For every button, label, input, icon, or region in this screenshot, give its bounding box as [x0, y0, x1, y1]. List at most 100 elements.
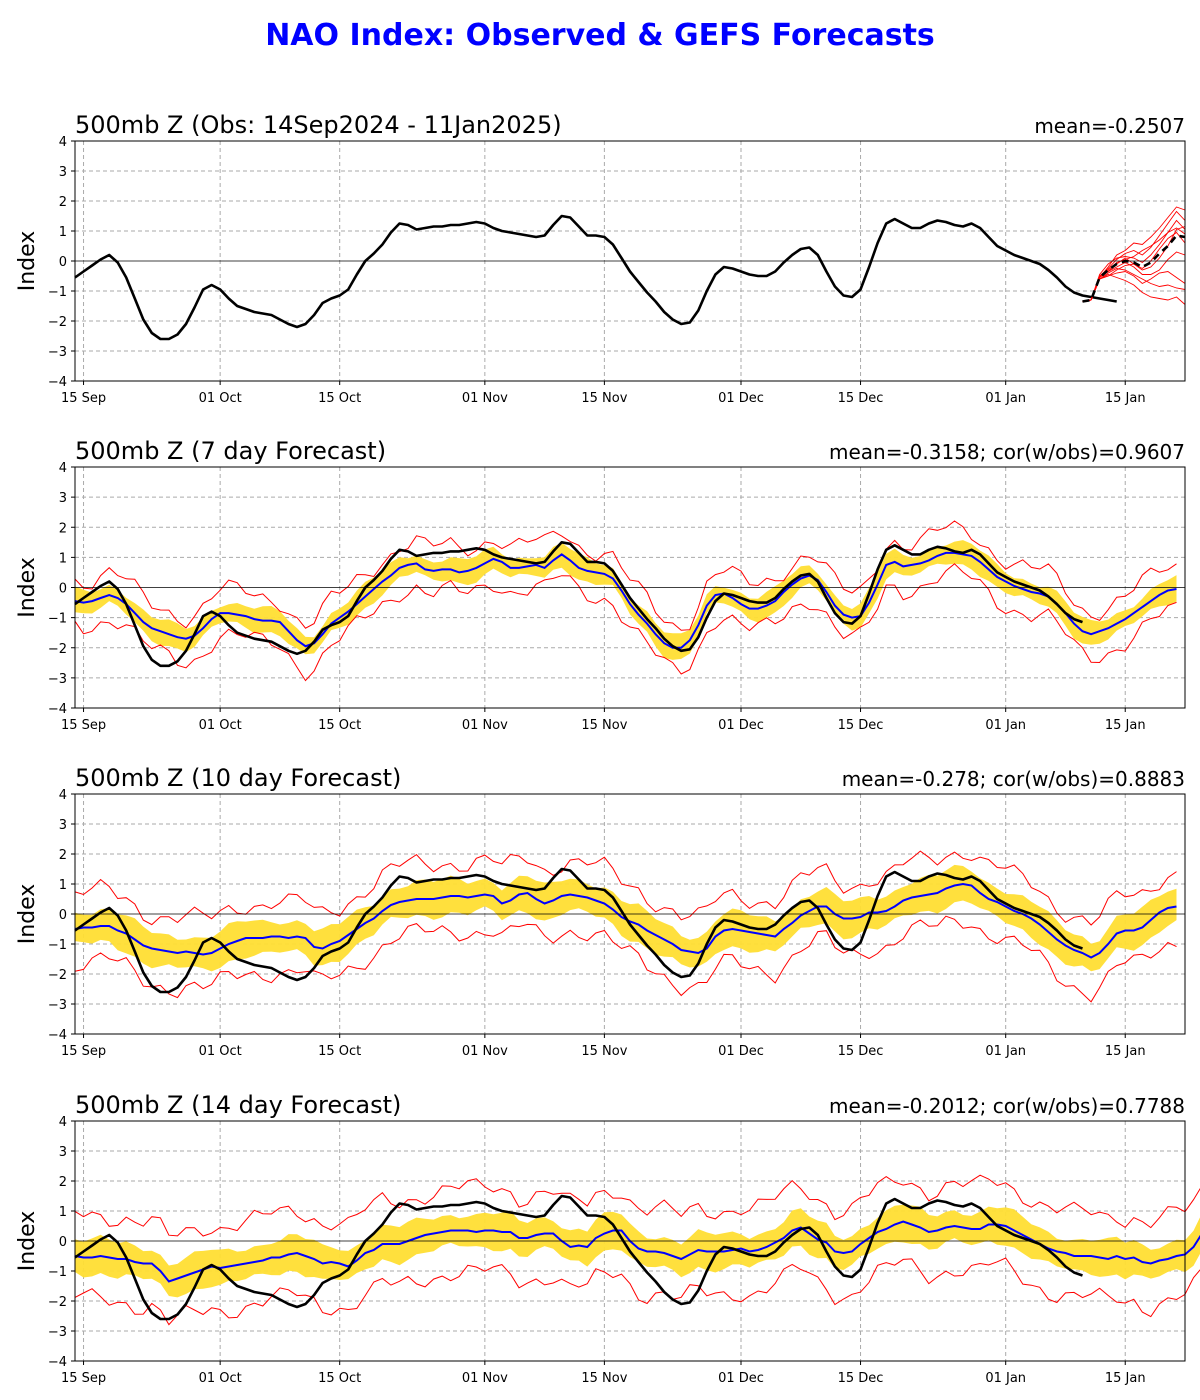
y-tick-label: 1	[59, 225, 67, 240]
y-axis-label: Index	[15, 1211, 40, 1272]
y-tick-label: 0	[59, 908, 67, 923]
observed-line	[74, 1194, 1083, 1321]
x-tick-label: 01 Dec	[718, 1044, 764, 1059]
y-tick-label: −2	[48, 642, 67, 657]
observed-line	[74, 540, 1083, 668]
x-tick-label: 15 Jan	[1105, 391, 1146, 406]
x-tick-label: 01 Oct	[199, 718, 242, 733]
ensemble-member-line	[1082, 227, 1186, 302]
panel-title: 500mb Z (Obs: 14Sep2024 - 11Jan2025)	[75, 111, 562, 139]
x-tick-label: 15 Jan	[1105, 1044, 1146, 1059]
panel-stat: mean=-0.2507	[1034, 114, 1185, 138]
y-tick-label: 3	[59, 491, 67, 506]
y-tick-label: 2	[59, 848, 67, 863]
ensemble-member-line	[1082, 231, 1186, 302]
y-tick-label: −3	[48, 345, 67, 360]
y-tick-label: 1	[59, 1205, 67, 1220]
y-tick-label: 0	[59, 1235, 67, 1250]
x-tick-label: 01 Dec	[718, 1371, 764, 1386]
x-tick-label: 01 Dec	[718, 391, 764, 406]
x-tick-label: 15 Sep	[61, 1044, 106, 1059]
x-tick-label: 01 Jan	[985, 1044, 1026, 1059]
x-tick-label: 15 Dec	[838, 1371, 884, 1386]
ensemble-member-line	[1082, 251, 1186, 302]
panel-title: 500mb Z (7 day Forecast)	[75, 437, 386, 465]
x-tick-label: 15 Sep	[61, 718, 106, 733]
x-tick-label: 01 Oct	[199, 1371, 242, 1386]
y-tick-label: 4	[59, 788, 67, 803]
y-tick-label: −2	[48, 315, 67, 330]
x-tick-label: 15 Dec	[838, 391, 884, 406]
x-tick-label: 15 Nov	[581, 718, 627, 733]
y-tick-label: −2	[48, 1295, 67, 1310]
x-tick-label: 01 Nov	[462, 718, 508, 733]
panel-1: 500mb Z (7 day Forecast) mean=-0.3158; co…	[15, 437, 1186, 733]
y-tick-label: −1	[48, 1265, 67, 1280]
y-tick-label: 4	[59, 135, 67, 150]
panel-title: 500mb Z (14 day Forecast)	[75, 1091, 401, 1119]
y-tick-label: −4	[48, 1355, 67, 1370]
y-axis-label: Index	[15, 884, 40, 945]
y-tick-label: −1	[48, 938, 67, 953]
y-tick-label: −3	[48, 998, 67, 1013]
y-tick-label: 4	[59, 1115, 67, 1130]
x-tick-label: 15 Jan	[1105, 1371, 1146, 1386]
ensemble-member-line	[1082, 271, 1186, 302]
lower-spread-line	[74, 1257, 1200, 1326]
panel-stat: mean=-0.2012; cor(w/obs)=0.7788	[829, 1094, 1185, 1118]
page-title: NAO Index: Observed & GEFS Forecasts	[265, 18, 935, 53]
y-tick-label: 3	[59, 818, 67, 833]
y-axis-label: Index	[15, 231, 40, 292]
lower-spread-line	[74, 915, 1177, 1003]
x-tick-label: 15 Jan	[1105, 718, 1146, 733]
y-tick-label: 0	[59, 582, 67, 597]
y-tick-label: 2	[59, 1175, 67, 1190]
x-tick-label: 15 Dec	[838, 1044, 884, 1059]
panel-0: 500mb Z (Obs: 14Sep2024 - 11Jan2025) mean…	[15, 111, 1186, 406]
y-tick-label: 4	[59, 461, 67, 476]
x-tick-label: 01 Jan	[985, 391, 1026, 406]
spread-band	[75, 540, 1177, 660]
y-tick-label: −3	[48, 672, 67, 687]
y-tick-label: −4	[48, 375, 67, 390]
y-tick-label: −2	[48, 968, 67, 983]
y-tick-label: 2	[59, 195, 67, 210]
y-tick-label: 1	[59, 878, 67, 893]
x-tick-label: 15 Nov	[581, 1371, 627, 1386]
x-tick-label: 15 Oct	[318, 1371, 361, 1386]
x-tick-label: 01 Dec	[718, 718, 764, 733]
upper-spread-line	[74, 520, 1177, 631]
x-tick-label: 01 Nov	[462, 391, 508, 406]
x-tick-label: 01 Oct	[199, 391, 242, 406]
observed-line	[74, 867, 1083, 994]
panel-3: 500mb Z (14 day Forecast) mean=-0.2012; c…	[15, 1091, 1200, 1386]
x-tick-label: 01 Nov	[462, 1371, 508, 1386]
x-tick-label: 15 Oct	[318, 1044, 361, 1059]
x-tick-label: 15 Oct	[318, 718, 361, 733]
y-tick-label: 3	[59, 1145, 67, 1160]
x-tick-label: 01 Oct	[199, 1044, 242, 1059]
x-tick-label: 15 Oct	[318, 391, 361, 406]
upper-spread-line	[74, 1174, 1200, 1237]
x-tick-label: 15 Sep	[61, 391, 106, 406]
forecast-mean-line	[74, 551, 1177, 649]
upper-spread-line	[74, 850, 1177, 926]
panel-stat: mean=-0.278; cor(w/obs)=0.8883	[842, 767, 1185, 791]
x-tick-label: 01 Jan	[985, 718, 1026, 733]
y-axis-label: Index	[15, 557, 40, 618]
ensemble-mean-line	[1082, 234, 1186, 303]
y-tick-label: 2	[59, 521, 67, 536]
x-tick-label: 15 Nov	[581, 1044, 627, 1059]
lower-spread-line	[74, 563, 1177, 682]
x-tick-label: 15 Dec	[838, 718, 884, 733]
x-tick-label: 15 Nov	[581, 391, 627, 406]
y-tick-label: −3	[48, 1325, 67, 1340]
panel-stat: mean=-0.3158; cor(w/obs)=0.9607	[829, 440, 1185, 464]
y-tick-label: 1	[59, 551, 67, 566]
y-tick-label: 3	[59, 165, 67, 180]
x-tick-label: 15 Sep	[61, 1371, 106, 1386]
panel-title: 500mb Z (10 day Forecast)	[75, 764, 401, 792]
y-tick-label: −4	[48, 1028, 67, 1043]
x-tick-label: 01 Nov	[462, 1044, 508, 1059]
